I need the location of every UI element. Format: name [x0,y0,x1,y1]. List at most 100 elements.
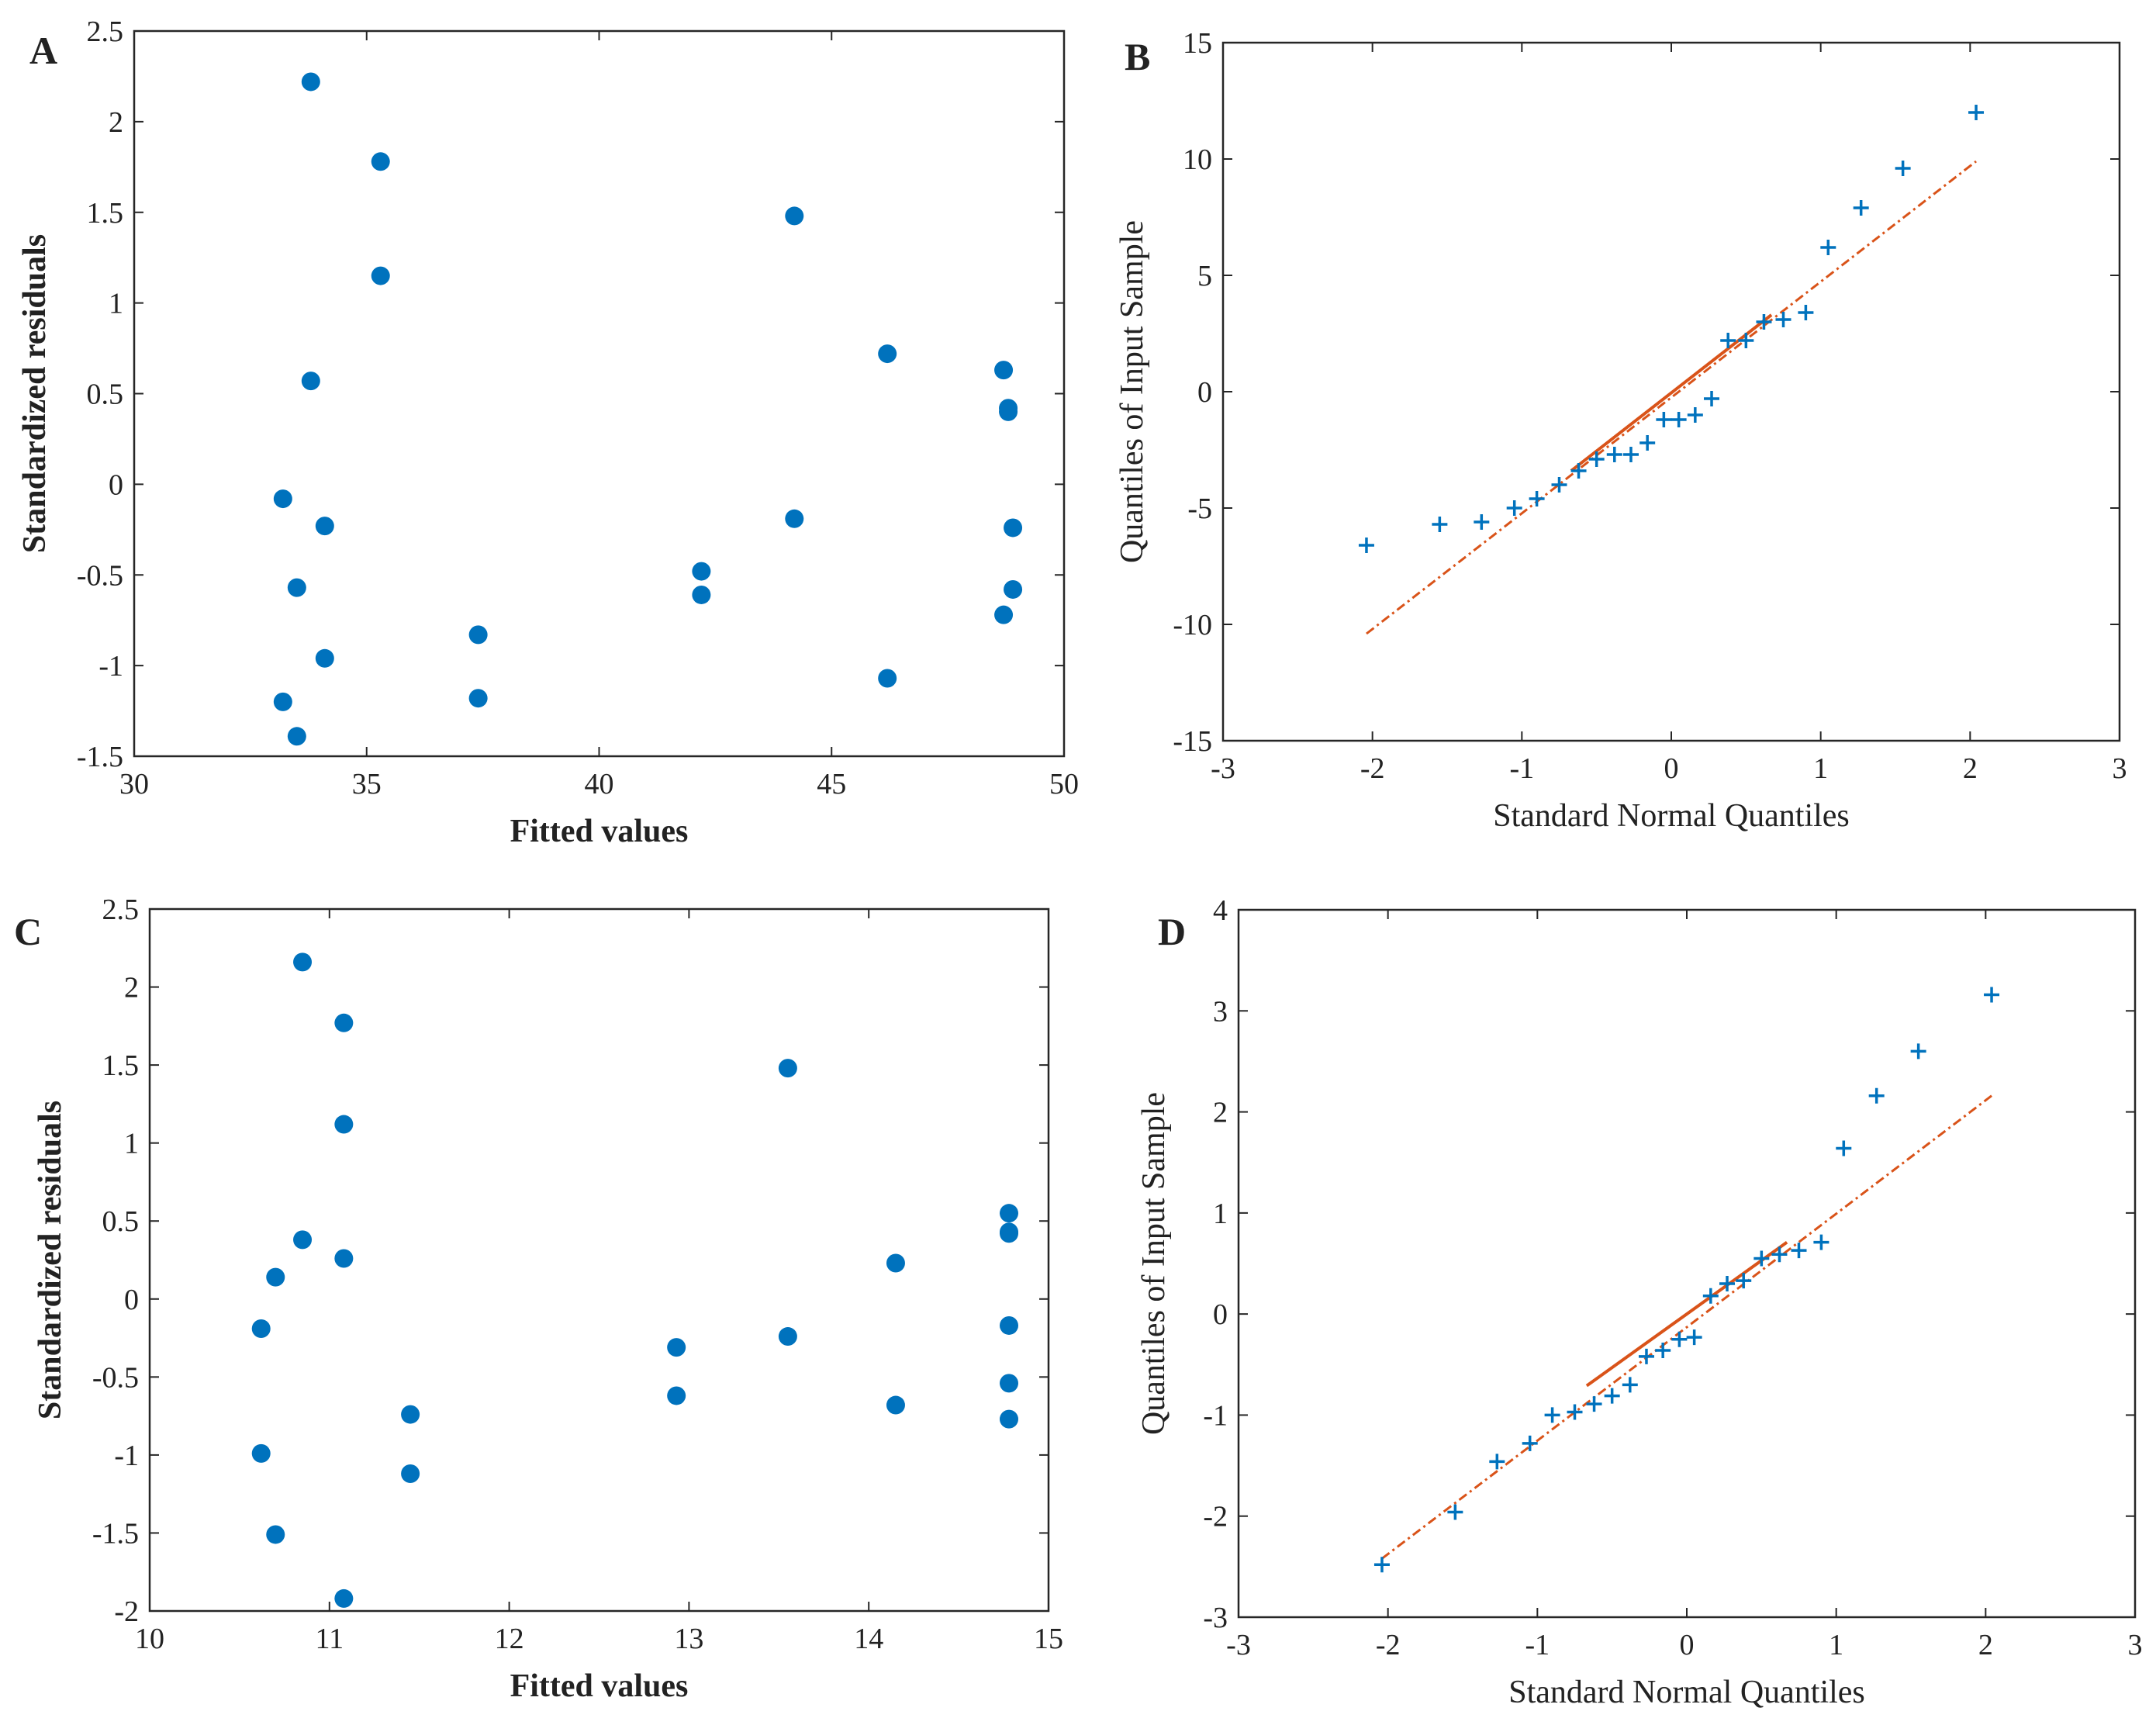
panel-c: C 10 11 12 13 14 15 -2 -1.5 -1 -0.5 0 0.5 1 1.5 2 2.5 Fit… [14,894,1063,1704]
x-tick-label: 10 [135,1623,164,1655]
data-point-plus [1820,240,1836,255]
data-point-plus [1489,1454,1505,1470]
panel-letter: B [1125,35,1150,78]
data-point-plus [1529,491,1545,506]
y-tick-label: 1 [109,288,123,320]
data-point [667,1386,686,1405]
data-point-plus [1719,1276,1736,1292]
x-tick-label: -1 [1510,752,1535,785]
y-tick-label: 1 [1213,1198,1228,1230]
x-tick-label: 50 [1049,768,1079,800]
data-point [1000,1224,1019,1243]
data-point-plus [1687,407,1703,423]
data-point [1000,1204,1019,1223]
data-point [785,509,804,528]
y-axis-label: Standardized residuals [33,1101,68,1419]
y-tick-label: -1 [98,650,123,683]
data-point [667,1338,686,1357]
data-point [371,152,390,171]
y-tick-label: -0.5 [77,559,123,592]
y-tick-label: 0 [1213,1298,1228,1331]
y-tick-label: -2 [1203,1501,1228,1533]
x-tick-label: 30 [119,768,149,800]
x-tick-label: 1 [1829,1629,1843,1661]
x-axis-label: Standard Normal Quantiles [1493,798,1850,834]
data-point-plus [1738,333,1754,348]
y-axis-label: Standardized residuals [17,234,53,553]
data-point [315,648,334,668]
y-tick-label: -1 [114,1440,139,1472]
y-tick-label: 0 [1197,376,1212,409]
x-tick-label: 13 [674,1623,703,1655]
data-point-plus [1853,200,1869,216]
x-tick-label: -2 [1360,752,1385,785]
y-tick-label: 2 [109,106,123,139]
x-tick-label: -2 [1376,1629,1401,1661]
panel-letter: D [1158,910,1186,953]
data-point-plus [1522,1435,1538,1451]
panel-a: A 30 35 40 45 50 -1.5 -1 -0.5 0 0.5 1 1.5 2 2.5 Fitted … [17,16,1079,849]
x-tick-label: 0 [1680,1629,1695,1661]
x-tick-label: 40 [585,768,614,800]
data-point-plus [1373,1557,1390,1573]
data-point [266,1267,285,1287]
y-tick-label: -2 [114,1595,139,1628]
y-tick-label: 1.5 [102,1049,140,1082]
data-point [334,1115,354,1134]
data-point [1000,1315,1019,1335]
data-point-plus [1432,517,1448,532]
data-point [778,1059,797,1078]
y-tick-label: 15 [1183,27,1212,60]
data-point [273,489,292,509]
panel-letter: C [14,910,42,953]
x-tick-label: 2 [1978,1629,1993,1661]
data-point [886,1253,905,1273]
data-point-plus [1639,435,1656,451]
y-tick-label: -1.5 [77,741,123,773]
data-point [401,1464,420,1484]
data-point [293,1230,313,1250]
data-point-plus [1813,1234,1829,1250]
data-point [468,689,488,708]
data-point [692,585,711,604]
data-point-plus [1638,1348,1654,1364]
data-point [371,266,390,285]
data-point-plus [1567,1404,1583,1420]
y-tick-label: 2 [1213,1097,1228,1129]
panel-letter: A [29,29,57,72]
data-point-plus [1604,1388,1620,1404]
data-point [251,1319,271,1338]
data-point-plus [1570,463,1587,479]
data-point-plus [1720,333,1736,348]
data-point-plus [1984,987,2000,1003]
y-tick-label: 0 [124,1284,139,1316]
data-point [878,344,897,364]
data-point [999,402,1018,421]
x-tick-label: 11 [316,1623,344,1655]
data-point [287,727,306,746]
y-axis-label: Quantiles of Input Sample [1114,220,1150,563]
y-tick-label: 2.5 [102,894,140,926]
data-point-plus [1551,477,1567,493]
x-tick-label: 45 [817,768,846,800]
data-point [468,625,488,645]
y-tick-label: -1 [1203,1399,1228,1432]
data-point-plus [1588,451,1605,467]
data-point-plus [1798,305,1814,320]
data-point [273,692,292,711]
data-point-plus [1474,514,1490,530]
y-tick-label: -15 [1173,725,1212,758]
y-tick-label: 0.5 [87,379,124,411]
y-axis-label: Quantiles of Input Sample [1136,1092,1172,1435]
data-point [334,1249,354,1268]
y-tick-label: 10 [1183,143,1212,176]
data-point-plus [1868,1087,1885,1104]
data-point-plus [1791,1243,1807,1259]
x-tick-label: 15 [1034,1623,1063,1655]
x-tick-label: 1 [1813,752,1828,785]
data-point-plus [1756,314,1772,330]
x-tick-label: -3 [1226,1629,1251,1661]
y-tick-label: -0.5 [92,1361,139,1394]
data-point [293,952,313,972]
